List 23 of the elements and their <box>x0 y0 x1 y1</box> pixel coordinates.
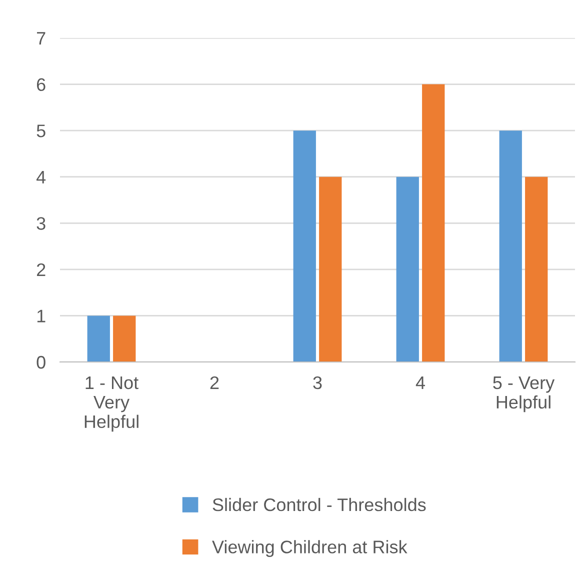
legend-label: Viewing Children at Risk <box>212 540 408 557</box>
bar <box>87 316 110 362</box>
x-tick-label: 3 <box>313 376 322 390</box>
x-tick-label: 1 - Not Very Helpful <box>84 376 138 432</box>
bar <box>525 176 548 362</box>
x-tick-label: 4 <box>416 376 425 389</box>
bar <box>319 176 342 362</box>
bar <box>422 84 445 362</box>
bar <box>113 316 136 362</box>
bar <box>499 130 522 362</box>
x-tick-label: 5 - Very Helpful <box>493 376 555 412</box>
x-tick-label: 2 <box>210 376 219 389</box>
bar <box>396 176 419 362</box>
legend-label: Slider Control - Thresholds <box>212 498 426 512</box>
y-tick-label: 2 <box>36 263 46 276</box>
y-tick-label: 4 <box>36 170 46 184</box>
bar <box>293 130 316 362</box>
y-tick-label: 5 <box>36 124 46 138</box>
y-tick-label: 7 <box>36 32 46 45</box>
y-tick-label: 6 <box>36 78 46 92</box>
y-tick-label: 3 <box>36 217 46 230</box>
y-tick-label: 0 <box>36 356 46 369</box>
y-tick-label: 1 <box>37 310 46 322</box>
